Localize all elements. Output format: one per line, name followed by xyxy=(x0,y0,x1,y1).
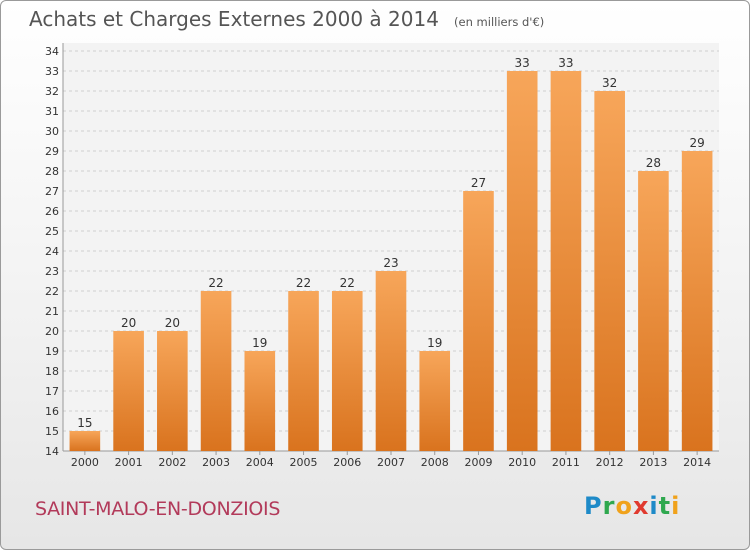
y-tick-label: 23 xyxy=(45,265,59,278)
logo-letter: t xyxy=(658,492,672,520)
data-label: 15 xyxy=(77,416,92,430)
y-tick-label: 33 xyxy=(45,65,59,78)
chart-title-row: Achats et Charges Externes 2000 à 2014 (… xyxy=(29,7,544,31)
logo-letter: i xyxy=(649,492,659,520)
commune-name: SAINT-MALO-EN-DONZIOIS xyxy=(35,498,281,520)
x-tick-label: 2010 xyxy=(508,456,536,469)
bar xyxy=(113,331,144,451)
logo-letter: r xyxy=(602,492,616,520)
x-tick-label: 2004 xyxy=(246,456,274,469)
logo-letter: o xyxy=(615,492,633,520)
x-tick-label: 2013 xyxy=(639,456,667,469)
y-tick-label: 30 xyxy=(45,125,59,138)
data-label: 23 xyxy=(383,256,398,270)
y-tick-label: 16 xyxy=(45,405,59,418)
y-tick-label: 17 xyxy=(45,385,59,398)
bar xyxy=(638,171,669,451)
data-label: 19 xyxy=(427,336,442,350)
y-tick-label: 15 xyxy=(45,425,59,438)
chart-title: Achats et Charges Externes 2000 à 2014 xyxy=(29,7,439,31)
y-tick-label: 25 xyxy=(45,225,59,238)
x-tick-label: 2000 xyxy=(71,456,99,469)
bar xyxy=(200,291,232,451)
bar xyxy=(463,191,494,451)
bar xyxy=(157,331,188,451)
bar xyxy=(594,91,625,451)
x-tick-label: 2009 xyxy=(464,456,492,469)
data-label: 28 xyxy=(646,156,661,170)
y-tick-label: 32 xyxy=(45,85,59,98)
x-tick-label: 2003 xyxy=(202,456,230,469)
x-tick-label: 2001 xyxy=(115,456,143,469)
x-tick-label: 2005 xyxy=(290,456,318,469)
y-tick-label: 31 xyxy=(45,105,59,118)
logo-letter: x xyxy=(632,492,650,520)
y-tick-label: 28 xyxy=(45,165,59,178)
x-tick-label: 2007 xyxy=(377,456,405,469)
bar xyxy=(681,151,713,451)
y-tick-label: 21 xyxy=(45,305,59,318)
bar xyxy=(288,291,319,451)
data-label: 22 xyxy=(296,276,311,290)
data-label: 29 xyxy=(689,136,704,150)
data-label: 20 xyxy=(121,316,136,330)
data-label: 27 xyxy=(471,176,486,190)
data-label: 19 xyxy=(252,336,267,350)
y-tick-label: 34 xyxy=(45,45,59,58)
x-tick-label: 2014 xyxy=(683,456,711,469)
data-label: 22 xyxy=(208,276,223,290)
x-tick-label: 2002 xyxy=(158,456,186,469)
y-tick-label: 18 xyxy=(45,365,59,378)
bar xyxy=(244,351,276,451)
data-label: 32 xyxy=(602,76,617,90)
bar xyxy=(375,271,407,451)
bar xyxy=(550,71,582,451)
logo-letter: i xyxy=(671,492,681,520)
data-label: 33 xyxy=(558,56,573,70)
x-tick-label: 2011 xyxy=(552,456,580,469)
bar xyxy=(69,431,101,451)
y-tick-label: 19 xyxy=(45,345,59,358)
y-tick-label: 22 xyxy=(45,285,59,298)
y-tick-label: 20 xyxy=(45,325,59,338)
logo-letter: P xyxy=(584,492,603,520)
bar xyxy=(331,291,363,451)
bar xyxy=(506,71,538,451)
x-tick-label: 2006 xyxy=(333,456,361,469)
data-label: 20 xyxy=(165,316,180,330)
chart-unit: (en milliers d'€) xyxy=(454,15,545,29)
x-tick-label: 2008 xyxy=(421,456,449,469)
y-tick-label: 26 xyxy=(45,205,59,218)
y-tick-label: 24 xyxy=(45,245,59,258)
y-tick-label: 27 xyxy=(45,185,59,198)
y-tick-label: 29 xyxy=(45,145,59,158)
data-label: 22 xyxy=(340,276,355,290)
x-tick-label: 2012 xyxy=(596,456,624,469)
data-label: 33 xyxy=(515,56,530,70)
proxiti-logo: Proxiti xyxy=(584,492,680,520)
y-tick-label: 14 xyxy=(45,445,59,458)
bar xyxy=(419,351,451,451)
